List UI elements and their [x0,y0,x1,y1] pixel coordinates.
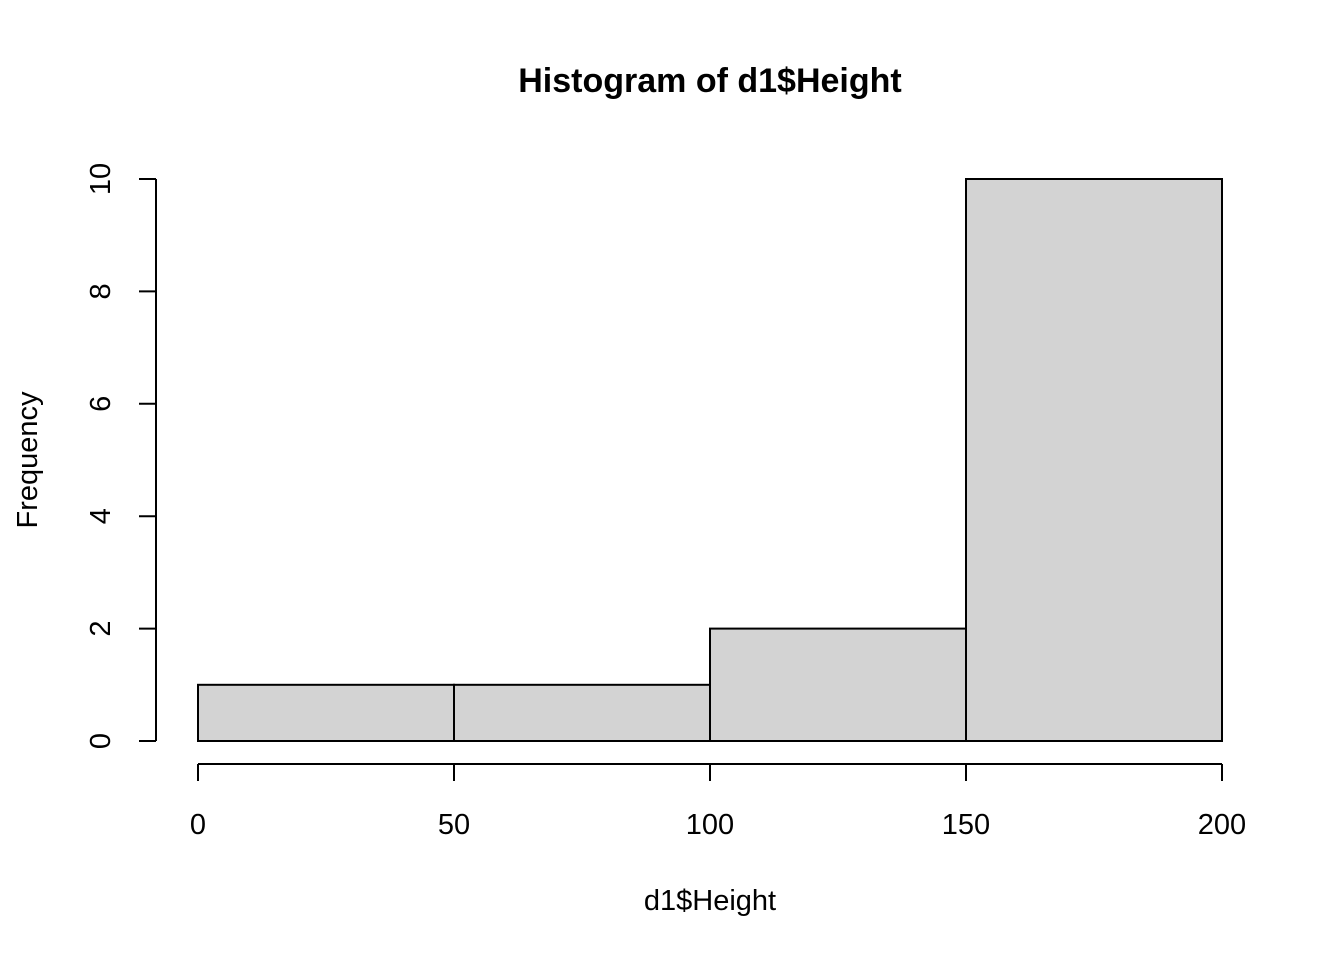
x-axis: 0 50 100 150 200 [190,763,1246,841]
x-tick-label: 150 [942,809,990,841]
histogram-bar-0 [197,683,455,742]
x-axis-label: d1$Height [644,885,776,917]
y-tick-label: 6 [85,396,117,412]
histogram-bar-1 [453,683,711,742]
y-tick-label: 4 [85,508,117,524]
y-tick-label: 0 [85,733,117,749]
x-tick-label: 50 [438,809,470,841]
histogram-bar-3 [965,178,1223,742]
x-tick-label: 100 [686,809,734,841]
y-axis-label: Frequency [12,391,44,529]
y-tick-label: 2 [85,621,117,637]
x-tick-label: 0 [190,809,206,841]
chart-title: Histogram of d1$Height [518,62,901,100]
histogram-bar-2 [709,627,967,742]
y-tick-label: 10 [85,163,117,195]
bars-group [197,178,1223,742]
y-axis: 0 2 4 6 8 10 [85,163,157,749]
y-tick-label: 8 [85,283,117,299]
x-tick-label: 200 [1198,809,1246,841]
